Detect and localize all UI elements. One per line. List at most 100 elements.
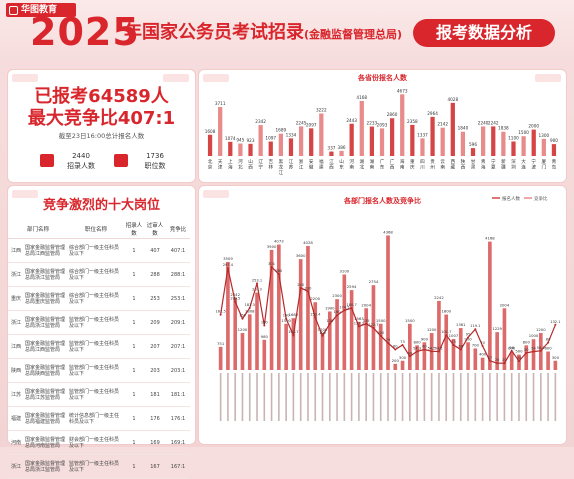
dept-tick-label [394, 373, 397, 421]
dept-bar [291, 318, 296, 370]
dept-bar [437, 300, 441, 370]
dept-bar [233, 297, 238, 370]
province-bar [238, 143, 243, 156]
province-tick-label: 海 [228, 164, 233, 171]
ratio-point [532, 350, 535, 353]
dept-bar-value-label: 1500 [405, 318, 415, 323]
positions-label: 职位数 [144, 162, 166, 170]
ratio-value-label: 80 [546, 338, 551, 342]
ratio-cell: 203:1 [166, 358, 191, 383]
province-bar [470, 148, 476, 156]
dept-bar [444, 314, 449, 370]
dept-bar-value-label: 1361 [456, 322, 466, 327]
dept-cell: 国家金融监督管理总局福建监管局 [24, 406, 69, 431]
watermark [203, 74, 229, 82]
province-bar [228, 141, 233, 156]
province-tick-label: 藏 [450, 164, 455, 171]
province-value-label: 1100 [508, 135, 519, 140]
province-tick-label: 四 [420, 159, 425, 165]
ratio-value-label: 135 [363, 319, 370, 323]
province-value-label: 4673 [397, 88, 408, 93]
province-bar [218, 107, 223, 156]
position-cell: 综合部门一级主任科员及以下 [68, 286, 125, 311]
province-chart-title: 各省份报名人数 [358, 74, 407, 82]
province-value-label: 2860 [387, 112, 398, 117]
table-row: 浙江 国家金融监督管理总局浙江监管局 监管部门一级主任科员及以下 1 167 167:1 [8, 454, 191, 479]
dept-bar [342, 274, 347, 370]
dept-bar-value-label: 4073 [274, 239, 284, 244]
ratio-value-label: 160 [334, 310, 342, 314]
dept-tick-label [227, 373, 229, 421]
province-tick-label: 海 [400, 158, 405, 165]
ratio-cell: 253:1 [166, 286, 191, 311]
dept-cell: 国家金融监督管理总局重庆监管局 [24, 286, 69, 311]
dept-bar-value-label: 3600 [296, 253, 306, 258]
ratio-point [539, 349, 542, 352]
dept-bar [378, 323, 383, 370]
ratio-value-label: 27 [488, 356, 493, 360]
province-bar [531, 129, 536, 156]
dept-tick-label [452, 373, 455, 421]
dept-bar [218, 346, 223, 370]
province-value-label: 2443 [346, 118, 357, 123]
dept-bar-value-label: 751 [217, 341, 225, 346]
watermark [163, 74, 189, 82]
ratio-value-label: 20 [495, 358, 500, 362]
province-bar-chart: 1608北京3711天津1074上海945河北923山西2342辽宁1097吉林… [205, 88, 559, 176]
province-value-label: 900 [550, 138, 558, 143]
ratio-value-label: 100 [377, 331, 385, 335]
dept-bar-value-label: 800 [413, 339, 421, 344]
ratio-point [314, 316, 317, 319]
ratio-point [554, 323, 557, 326]
ratio-value-label: 101.7 [441, 330, 451, 334]
dept-tick-label [496, 373, 498, 421]
province-bar [339, 150, 344, 156]
recruit-cell: 1 [124, 454, 145, 479]
province-tick-label: 西 [461, 165, 466, 171]
province-value-label: 2964 [427, 111, 438, 116]
dept-bar [502, 308, 507, 370]
ratio-value-label: 161.5 [215, 310, 225, 314]
region-cell: 陕西 [8, 358, 24, 383]
province-value-label: 1608 [205, 129, 216, 134]
table-row: 江苏 国家金融监督管理总局江苏监管局 监管部门一级主任科员及以下 1 181 181:1 [8, 382, 191, 407]
province-value-label: 4168 [356, 95, 367, 100]
dept-tick-label [372, 373, 375, 421]
dept-cell: 国家金融监督管理总局浙江监管局 [24, 454, 69, 479]
province-bar [268, 141, 273, 156]
page-title: 年国家公务员考试招录(金融监督管理总局) [124, 20, 402, 48]
ratio-point [328, 322, 331, 325]
province-value-label: 1337 [417, 132, 428, 137]
ratio-value-label: 150 [283, 314, 291, 318]
ratio-value-label: 79 [386, 338, 391, 342]
dept-bar-value-label: 900 [464, 336, 472, 341]
ratio-point [408, 355, 411, 358]
dept-bar-value-label: 600 [544, 346, 552, 351]
ratio-point [357, 325, 360, 328]
recruit-cell: 1 [124, 286, 145, 311]
dept-bar [386, 235, 390, 370]
province-value-label: 1300 [538, 133, 549, 138]
dept-tick-label [481, 373, 484, 421]
dept-bar-value-label: 900 [421, 336, 429, 341]
page-title-main: 年国家公务员考试招录 [124, 22, 304, 43]
dept-bar-value-label: 1229 [492, 326, 502, 331]
applied-cell: 207 [144, 334, 167, 359]
province-bar [207, 134, 213, 156]
dept-bar [495, 332, 499, 370]
ratio-value-label: 150 [239, 314, 247, 318]
ratio-point [517, 360, 520, 363]
province-bar [430, 116, 435, 156]
dept-tick-label [547, 373, 549, 421]
dept-tick-label [532, 373, 535, 421]
dept-tick-label [336, 373, 338, 421]
watermark [535, 74, 561, 82]
applied-cell: 203 [144, 358, 167, 383]
dept-bar-value-label: 1200 [427, 327, 437, 332]
province-value-label: 596 [469, 142, 477, 147]
province-value-label: 945 [236, 138, 244, 143]
province-tick-label: 津 [218, 164, 223, 171]
province-tick-label: 波 [531, 164, 536, 171]
province-tick-label: 南 [400, 164, 405, 171]
dept-bar [277, 244, 281, 370]
